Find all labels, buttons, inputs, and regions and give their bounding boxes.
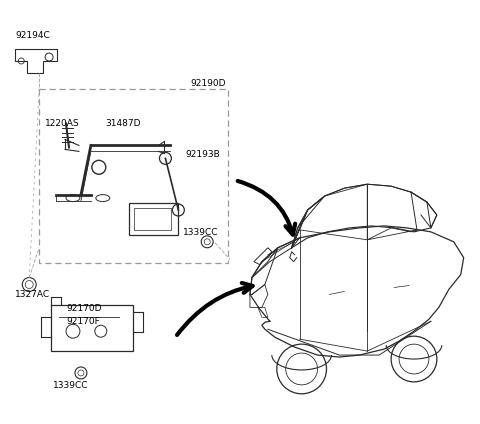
Bar [129,203,179,235]
Text: 92193B: 92193B [185,151,220,159]
Bar [133,208,171,230]
Bar [51,305,132,351]
Bar [39,89,228,262]
Text: 92170D: 92170D [66,304,101,313]
Text: 92190D: 92190D [190,79,226,88]
Text: 1339CC: 1339CC [53,381,89,390]
Text: 92194C: 92194C [15,31,50,40]
Text: 1327AC: 1327AC [15,290,50,299]
Text: 92170F: 92170F [66,317,100,326]
Text: 1339CC: 1339CC [183,228,219,237]
Text: 1220AS: 1220AS [45,119,80,128]
Text: 31487D: 31487D [105,119,140,128]
